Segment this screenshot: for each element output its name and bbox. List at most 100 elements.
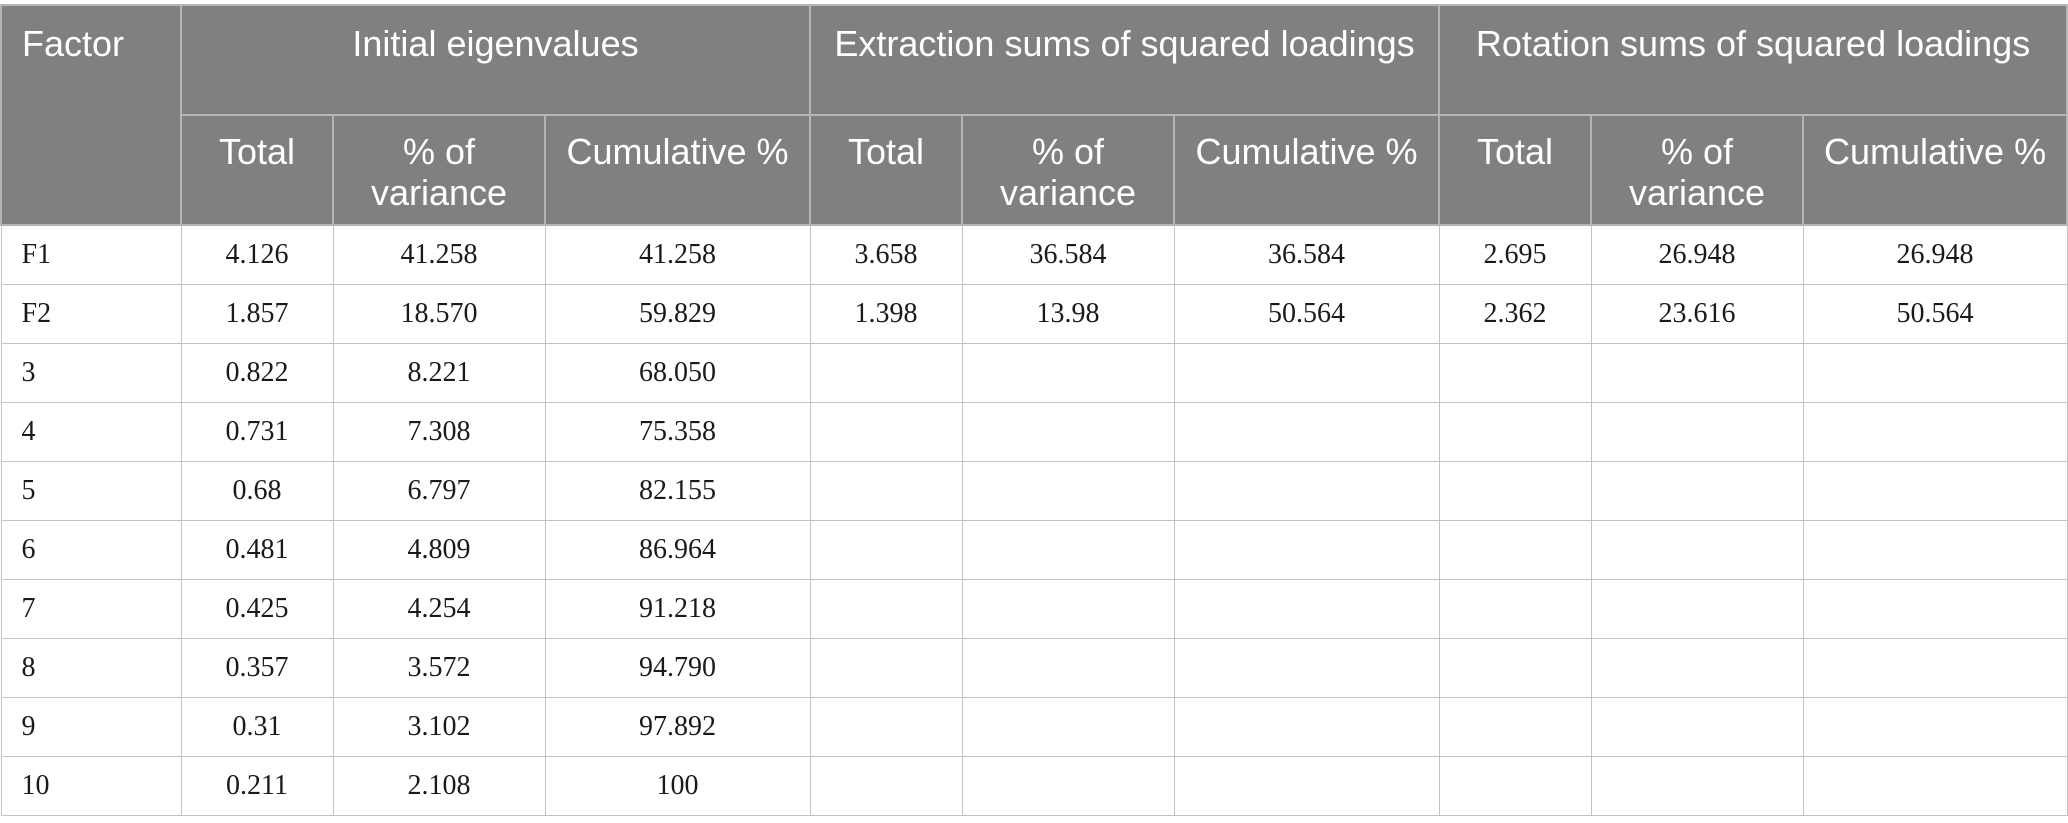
cell-rotation-percent-variance <box>1590 461 1804 521</box>
table-row: F1 4.126 41.258 41.258 3.658 36.584 36.5… <box>0 225 2068 285</box>
cell-extraction-percent-variance <box>961 638 1175 698</box>
cell-extraction-cumulative <box>1173 461 1440 521</box>
cell-initial-cumulative: 68.050 <box>544 343 811 403</box>
header-extraction-total: Total <box>809 114 964 226</box>
header-extraction-percent-variance: % of variance <box>961 114 1176 226</box>
cell-extraction-cumulative: 50.564 <box>1173 284 1440 344</box>
cell-extraction-total <box>809 402 963 462</box>
cell-extraction-total: 1.398 <box>809 284 963 344</box>
table-row: 7 0.425 4.254 91.218 <box>0 579 2068 639</box>
cell-rotation-percent-variance: 26.948 <box>1590 225 1804 285</box>
cell-rotation-percent-variance <box>1590 343 1804 403</box>
cell-extraction-total <box>809 461 963 521</box>
cell-initial-total: 0.31 <box>180 697 334 757</box>
cell-rotation-cumulative <box>1802 638 2068 698</box>
cell-extraction-cumulative <box>1173 520 1440 580</box>
cell-rotation-total <box>1438 756 1592 816</box>
cell-extraction-percent-variance <box>961 756 1175 816</box>
cell-factor: 5 <box>0 461 182 521</box>
header-group-extraction-sums: Extraction sums of squared loadings <box>809 4 1441 116</box>
cell-rotation-percent-variance <box>1590 520 1804 580</box>
cell-initial-total: 0.425 <box>180 579 334 639</box>
cell-factor: F2 <box>0 284 182 344</box>
cell-initial-cumulative: 86.964 <box>544 520 811 580</box>
cell-extraction-total <box>809 638 963 698</box>
cell-extraction-percent-variance: 36.584 <box>961 225 1175 285</box>
table-row: 6 0.481 4.809 86.964 <box>0 520 2068 580</box>
table-row: 8 0.357 3.572 94.790 <box>0 638 2068 698</box>
cell-initial-percent-variance: 18.570 <box>332 284 546 344</box>
cell-extraction-percent-variance <box>961 461 1175 521</box>
cell-factor: 7 <box>0 579 182 639</box>
cell-initial-cumulative: 41.258 <box>544 225 811 285</box>
cell-extraction-cumulative <box>1173 343 1440 403</box>
table-row: 10 0.211 2.108 100 <box>0 756 2068 816</box>
cell-extraction-percent-variance <box>961 579 1175 639</box>
table-row: 9 0.31 3.102 97.892 <box>0 697 2068 757</box>
cell-rotation-cumulative <box>1802 579 2068 639</box>
cell-extraction-total <box>809 343 963 403</box>
cell-factor: 3 <box>0 343 182 403</box>
cell-initial-percent-variance: 8.221 <box>332 343 546 403</box>
cell-initial-total: 1.857 <box>180 284 334 344</box>
header-rotation-total: Total <box>1438 114 1593 226</box>
cell-rotation-cumulative <box>1802 756 2068 816</box>
header-initial-cumulative: Cumulative % <box>543 114 812 226</box>
cell-initial-percent-variance: 41.258 <box>332 225 546 285</box>
header-rotation-percent-variance: % of variance <box>1590 114 1805 226</box>
cell-rotation-total: 2.362 <box>1438 284 1592 344</box>
cell-rotation-total <box>1438 461 1592 521</box>
cell-extraction-cumulative: 36.584 <box>1173 225 1440 285</box>
cell-factor: 8 <box>0 638 182 698</box>
cell-initial-percent-variance: 4.809 <box>332 520 546 580</box>
cell-rotation-cumulative <box>1802 697 2068 757</box>
table-row: F2 1.857 18.570 59.829 1.398 13.98 50.56… <box>0 284 2068 344</box>
cell-factor: 10 <box>0 756 182 816</box>
cell-rotation-percent-variance: 23.616 <box>1590 284 1804 344</box>
cell-initial-total: 0.822 <box>180 343 334 403</box>
cell-extraction-total <box>809 520 963 580</box>
cell-initial-cumulative: 100 <box>544 756 811 816</box>
cell-rotation-cumulative: 50.564 <box>1802 284 2068 344</box>
cell-rotation-total <box>1438 638 1592 698</box>
cell-extraction-cumulative <box>1173 756 1440 816</box>
cell-rotation-total <box>1438 579 1592 639</box>
cell-initial-cumulative: 94.790 <box>544 638 811 698</box>
cell-rotation-total <box>1438 697 1592 757</box>
cell-initial-percent-variance: 2.108 <box>332 756 546 816</box>
cell-extraction-total <box>809 579 963 639</box>
cell-rotation-percent-variance <box>1590 638 1804 698</box>
cell-rotation-cumulative <box>1802 402 2068 462</box>
cell-initial-cumulative: 75.358 <box>544 402 811 462</box>
cell-factor: 4 <box>0 402 182 462</box>
cell-extraction-percent-variance: 13.98 <box>961 284 1175 344</box>
cell-initial-cumulative: 59.829 <box>544 284 811 344</box>
cell-initial-percent-variance: 3.572 <box>332 638 546 698</box>
cell-extraction-percent-variance <box>961 520 1175 580</box>
table-row: 4 0.731 7.308 75.358 <box>0 402 2068 462</box>
cell-initial-percent-variance: 7.308 <box>332 402 546 462</box>
factor-analysis-table: Factor Initial eigenvalues Extraction su… <box>0 4 2068 816</box>
cell-initial-cumulative: 97.892 <box>544 697 811 757</box>
cell-extraction-cumulative <box>1173 402 1440 462</box>
cell-extraction-cumulative <box>1173 579 1440 639</box>
cell-rotation-percent-variance <box>1590 402 1804 462</box>
header-extraction-cumulative: Cumulative % <box>1173 114 1441 226</box>
header-group-initial-eigenvalues: Initial eigenvalues <box>179 4 812 116</box>
cell-extraction-percent-variance <box>961 697 1175 757</box>
cell-initial-total: 0.481 <box>180 520 334 580</box>
table-header: Factor Initial eigenvalues Extraction su… <box>0 4 2068 226</box>
cell-rotation-total <box>1438 520 1592 580</box>
cell-extraction-cumulative <box>1173 638 1440 698</box>
header-initial-percent-variance: % of variance <box>332 114 546 226</box>
cell-extraction-percent-variance <box>961 402 1175 462</box>
cell-initial-percent-variance: 4.254 <box>332 579 546 639</box>
header-group-rotation-sums: Rotation sums of squared loadings <box>1438 4 2068 116</box>
header-initial-total: Total <box>180 114 334 226</box>
cell-rotation-cumulative <box>1802 520 2068 580</box>
cell-rotation-percent-variance <box>1590 756 1804 816</box>
table-row: 3 0.822 8.221 68.050 <box>0 343 2068 403</box>
header-row-groups: Factor Initial eigenvalues Extraction su… <box>0 4 2068 226</box>
cell-rotation-total: 2.695 <box>1438 225 1592 285</box>
cell-initial-total: 0.731 <box>180 402 334 462</box>
